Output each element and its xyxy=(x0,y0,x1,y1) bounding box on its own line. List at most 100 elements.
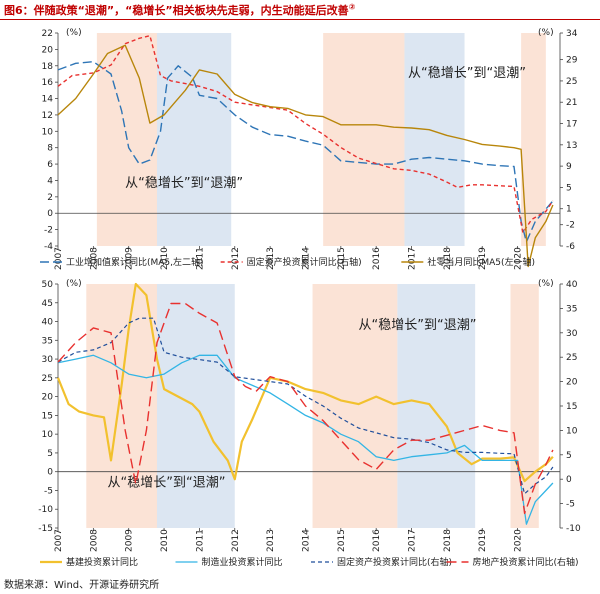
x-tick-label: 2018 xyxy=(443,247,453,270)
left-tick-label: 4 xyxy=(47,176,53,186)
left-tick-label: 10 xyxy=(42,430,54,440)
title-rule xyxy=(0,19,600,20)
right-tick-label: 10 xyxy=(566,426,578,436)
shade-band xyxy=(312,284,398,528)
chart-bottom: -15 -10 -5 0 5 10 15 20 25 30 35 40 45 50 -10 -5 0 5 10 15 2… xyxy=(38,279,581,568)
right-tick-label: 29 xyxy=(566,56,578,66)
left-tick-label: 14 xyxy=(42,95,54,105)
x-tick-label: 2014 xyxy=(301,529,311,552)
x-tick-label: 2009 xyxy=(125,247,135,270)
legend-label: 房地产投资累计同比(右轴) xyxy=(473,556,579,568)
left-tick-label: 0 xyxy=(47,468,53,478)
x-tick-label: 2008 xyxy=(89,529,99,552)
left-tick-label: 16 xyxy=(42,78,54,88)
right-tick-label: 13 xyxy=(566,141,577,151)
x-tick-label: 2020 xyxy=(514,529,524,552)
figure-title: 图6：伴随政策“退潮”，“稳增长”相关板块先走弱，内生动能延后改善② xyxy=(4,2,356,17)
left-tick-label: 12 xyxy=(42,111,53,121)
shade-band xyxy=(404,33,465,246)
left-tick-label: 45 xyxy=(42,299,53,309)
annotation-text: 从“稳增长”到“退潮” xyxy=(107,475,225,491)
x-tick-label: 2012 xyxy=(231,247,241,270)
left-tick-label: 2 xyxy=(47,193,53,203)
left-tick-label: 30 xyxy=(42,355,54,365)
left-tick-label: 50 xyxy=(42,280,54,290)
right-tick-label: -10 xyxy=(566,524,581,534)
right-tick-label: -6 xyxy=(566,242,575,252)
right-unit: (%) xyxy=(538,279,554,289)
left-tick-label: 5 xyxy=(47,449,53,459)
shade-band xyxy=(323,33,405,246)
legend-label: 社零当月同比MA5(左一轴) xyxy=(427,256,535,268)
left-tick-label: 20 xyxy=(42,45,54,55)
left-tick-label: 0 xyxy=(47,209,53,219)
left-tick-label: 35 xyxy=(42,336,53,346)
shade-band xyxy=(156,33,232,246)
annotation-text: 从“稳增长”到“退潮” xyxy=(358,317,476,333)
x-tick-label: 2019 xyxy=(478,529,488,552)
shade-band xyxy=(156,284,235,528)
x-tick-label: 2007 xyxy=(54,247,64,270)
x-tick-label: 2018 xyxy=(443,529,453,552)
legend-label: 制造业投资累计同比 xyxy=(202,556,283,568)
right-tick-label: 20 xyxy=(566,378,578,388)
right-tick-label: -5 xyxy=(566,500,575,510)
series-line-2 xyxy=(57,317,554,495)
x-tick-label: 2010 xyxy=(160,247,170,270)
right-tick-label: 0 xyxy=(566,475,572,485)
legend-label: 工业增加值累计同比(MA5,左二轴) xyxy=(66,256,204,268)
x-tick-label: 2017 xyxy=(408,247,418,270)
x-tick-label: 2011 xyxy=(195,529,205,552)
x-tick-label: 2016 xyxy=(372,529,382,552)
left-tick-label: -15 xyxy=(38,524,53,534)
right-tick-label: 25 xyxy=(566,353,577,363)
shade-band xyxy=(397,284,476,528)
annotation-text: 从“稳增长”到“退潮” xyxy=(408,65,526,81)
right-tick-label: 21 xyxy=(566,98,577,108)
right-tick-label: 9 xyxy=(566,162,572,172)
x-tick-label: 2013 xyxy=(266,247,276,270)
legend-label: 基建投资累计同比 xyxy=(66,556,138,568)
left-tick-label: 8 xyxy=(47,144,53,154)
right-tick-label: 15 xyxy=(566,402,577,412)
right-tick-label: 40 xyxy=(566,280,578,290)
left-tick-label: -5 xyxy=(44,486,53,496)
x-tick-label: 2011 xyxy=(195,247,205,270)
x-tick-label: 2010 xyxy=(160,529,170,552)
x-tick-label: 2020 xyxy=(514,247,524,270)
series-line-2 xyxy=(57,44,554,268)
series-line-1 xyxy=(57,35,554,234)
right-tick-label: 30 xyxy=(566,329,578,339)
right-tick-label: 35 xyxy=(566,304,577,314)
source-note: 数据来源：Wind、开源证券研究所 xyxy=(4,580,160,591)
left-tick-label: 20 xyxy=(42,393,54,403)
x-tick-label: 2013 xyxy=(266,529,276,552)
series-line-0 xyxy=(57,61,554,243)
chart-top: -4 -2 0 2 4 6 8 10 12 14 16 18 20 22 -6 -2 1 5 9 13 17 21 25 29… xyxy=(40,28,578,270)
x-tick-label: 2015 xyxy=(337,529,347,552)
right-tick-label: 1 xyxy=(566,205,572,215)
right-tick-label: -2 xyxy=(566,221,575,231)
right-unit: (%) xyxy=(538,28,554,38)
left-tick-label: 40 xyxy=(42,318,54,328)
annotation-text: 从“稳增长”到“退潮” xyxy=(125,175,243,191)
x-tick-label: 2019 xyxy=(478,247,488,270)
right-tick-label: 34 xyxy=(566,29,578,39)
left-tick-label: 10 xyxy=(42,127,54,137)
x-tick-label: 2007 xyxy=(54,529,64,552)
left-tick-label: -4 xyxy=(44,242,53,252)
series-line-0 xyxy=(56,282,554,483)
legend-label: 固定资产投资累计同比(右轴) xyxy=(247,256,362,268)
x-tick-label: 2015 xyxy=(337,247,347,270)
left-tick-label: 15 xyxy=(42,411,53,421)
left-unit: (%) xyxy=(66,279,82,289)
left-tick-label: -2 xyxy=(44,226,53,236)
x-tick-label: 2009 xyxy=(125,529,135,552)
left-tick-label: 22 xyxy=(42,29,53,39)
left-tick-label: 6 xyxy=(47,160,53,170)
x-tick-label: 2012 xyxy=(231,529,241,552)
left-unit: (%) xyxy=(66,28,82,38)
x-tick-label: 2014 xyxy=(301,247,311,270)
left-tick-label: 18 xyxy=(42,62,54,72)
